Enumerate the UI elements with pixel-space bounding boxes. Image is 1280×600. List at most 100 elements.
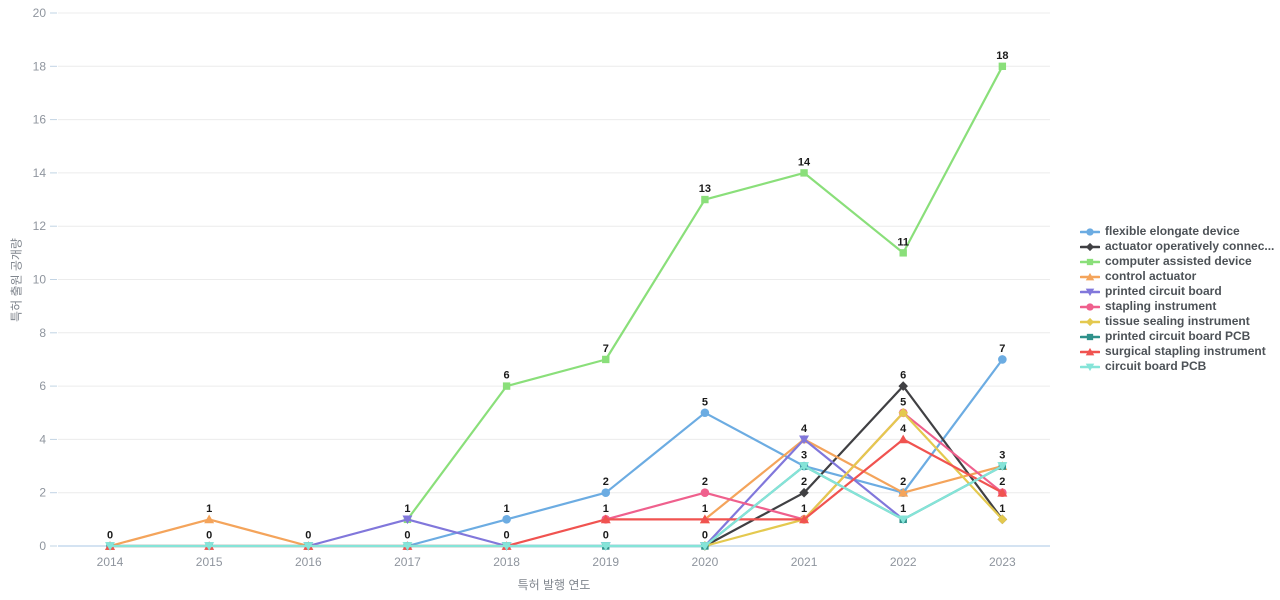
value-label: 0 (702, 530, 708, 542)
data-point (602, 355, 610, 364)
data-point (402, 515, 413, 525)
data-point (501, 542, 512, 551)
data-point (800, 169, 808, 177)
y-tick-label: 10 (33, 273, 47, 287)
legend-item-computer-assisted-device[interactable]: computer assisted device (1080, 254, 1274, 269)
value-label: 7 (603, 343, 609, 355)
printed-circuit-board-pcb-legend-marker-icon (1080, 333, 1100, 340)
y-tick-label: 8 (39, 326, 46, 340)
series-line (108, 465, 1004, 548)
value-label: 18 (996, 50, 1008, 62)
data-point (204, 542, 215, 551)
data-point (898, 487, 909, 497)
value-label: 1 (900, 503, 906, 515)
legend-item-stapling-instrument[interactable]: stapling instrument (1080, 299, 1274, 314)
value-label: 2 (702, 476, 708, 488)
legend-item-flexible-elongate-device[interactable]: flexible elongate device (1080, 224, 1274, 239)
surgical-stapling-instrument-legend-marker-icon (1080, 347, 1100, 355)
legend-item-label: computer assisted device (1105, 254, 1252, 268)
value-label: 2 (603, 476, 609, 488)
legend-item-printed-circuit-board[interactable]: printed circuit board (1080, 284, 1274, 299)
x-axis-title: 특허 발행 연도 (517, 578, 591, 592)
y-tick-label: 12 (33, 219, 47, 233)
legend-item-control-actuator[interactable]: control actuator (1080, 269, 1274, 284)
legend-item-label: printed circuit board (1105, 284, 1222, 298)
data-point (105, 542, 115, 551)
data-point (502, 515, 511, 524)
y-tick-label: 2 (39, 486, 46, 500)
value-label: 11 (897, 236, 909, 248)
data-point (799, 462, 810, 471)
value-label: 1 (702, 503, 708, 515)
legend-item-tissue-sealing-instrument[interactable]: tissue sealing instrument (1080, 314, 1274, 329)
x-tick-label: 2020 (692, 555, 719, 569)
value-label: 6 (900, 370, 906, 382)
value-label: 5 (900, 396, 906, 408)
x-tick-label: 2015 (196, 555, 223, 569)
data-point (997, 462, 1008, 471)
y-tick-label: 4 (39, 432, 46, 446)
value-label: 0 (305, 530, 311, 542)
series-computer-assisted-device (403, 62, 1007, 524)
value-label: 0 (404, 530, 410, 542)
value-label: 2 (999, 476, 1005, 488)
y-tick-label: 0 (39, 539, 46, 553)
y-tick-label: 6 (39, 379, 46, 393)
x-tick-label: 2018 (493, 555, 520, 569)
y-axis-title: 특허 출원 공개량 (9, 238, 24, 322)
data-point (997, 514, 1008, 525)
legend-item-surgical-stapling-instrument[interactable]: surgical stapling instrument (1080, 344, 1274, 359)
series-circuit-board-pcb (105, 462, 1008, 551)
printed-circuit-board-legend-marker-icon (1080, 288, 1100, 296)
x-tick-label: 2014 (97, 555, 124, 569)
value-label: 5 (702, 396, 708, 408)
circuit-board-pcb-legend-marker-icon (1080, 363, 1100, 371)
x-tick-label: 2023 (989, 555, 1016, 569)
series-line (406, 65, 1004, 521)
data-point (699, 514, 710, 524)
stapling-instrument-legend-marker-icon (1080, 302, 1100, 311)
data-point (601, 488, 611, 498)
data-point (799, 514, 810, 524)
data-point (998, 62, 1007, 70)
value-label: 1 (206, 503, 212, 515)
data-point (898, 407, 908, 418)
value-label: 3 (999, 450, 1005, 462)
value-label: 13 (699, 183, 711, 195)
y-tick-label: 20 (33, 6, 47, 20)
value-label: 0 (107, 530, 113, 542)
y-tick-label: 16 (33, 113, 47, 127)
x-tick-label: 2016 (295, 555, 322, 569)
data-point (402, 542, 413, 551)
value-label: 1 (404, 503, 410, 515)
x-tick-label: 2019 (592, 555, 619, 569)
x-tick-label: 2021 (791, 555, 818, 569)
legend-item-label: stapling instrument (1105, 299, 1217, 313)
data-point (799, 435, 810, 445)
value-label: 2 (801, 476, 807, 488)
legend-item-actuator-operatively-connec[interactable]: actuator operatively connec... (1080, 239, 1274, 254)
value-label: 0 (206, 530, 212, 542)
legend-item-circuit-board-pcb[interactable]: circuit board PCB (1080, 359, 1274, 374)
x-tick-label: 2017 (394, 555, 421, 569)
data-point (998, 355, 1007, 364)
value-label: 2 (900, 476, 906, 488)
data-point (898, 381, 908, 391)
data-point (303, 542, 314, 551)
value-label: 0 (603, 530, 609, 542)
value-label: 4 (801, 423, 808, 435)
y-tick-label: 18 (33, 59, 47, 73)
data-point (204, 514, 215, 524)
value-label: 14 (798, 156, 811, 168)
value-label: 6 (504, 370, 510, 382)
legend-item-label: actuator operatively connec... (1105, 239, 1275, 253)
legend-item-printed-circuit-board-pcb[interactable]: printed circuit board PCB (1080, 329, 1274, 344)
value-label: 0 (504, 530, 510, 542)
data-point (997, 487, 1008, 497)
legend-item-label: circuit board PCB (1105, 359, 1207, 373)
value-label: 4 (900, 423, 907, 435)
